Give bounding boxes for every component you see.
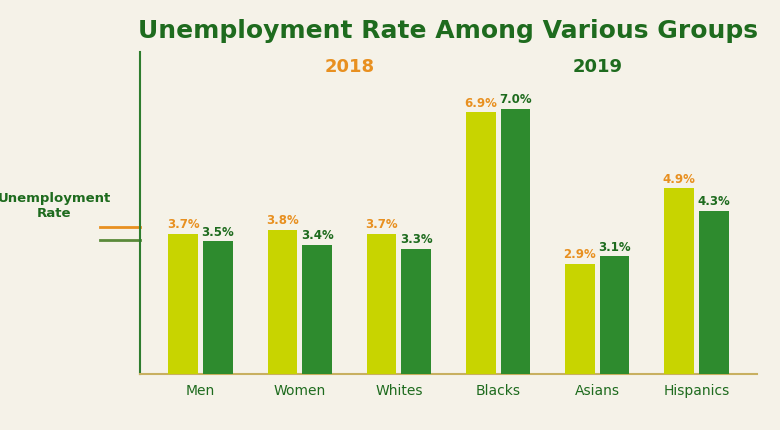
Bar — [565, 264, 594, 374]
Bar — [600, 256, 629, 374]
Text: 3.8%: 3.8% — [266, 214, 299, 227]
Bar — [664, 188, 694, 374]
Bar — [168, 234, 198, 374]
Bar — [699, 211, 729, 374]
Text: 2018: 2018 — [324, 58, 374, 76]
Text: 4.9%: 4.9% — [662, 172, 696, 185]
Text: 6.9%: 6.9% — [464, 97, 497, 110]
Text: 3.7%: 3.7% — [365, 218, 398, 231]
Bar — [268, 230, 297, 374]
Title: Unemployment Rate Among Various Groups: Unemployment Rate Among Various Groups — [139, 19, 758, 43]
Text: 2.9%: 2.9% — [563, 249, 596, 261]
Bar — [203, 241, 233, 374]
Text: 3.4%: 3.4% — [301, 230, 334, 243]
Text: 2019: 2019 — [573, 58, 622, 76]
Bar — [303, 245, 332, 374]
Bar — [466, 112, 495, 374]
Text: 3.3%: 3.3% — [400, 233, 433, 246]
Text: 3.1%: 3.1% — [598, 241, 631, 254]
Text: 3.7%: 3.7% — [167, 218, 200, 231]
Text: 7.0%: 7.0% — [499, 93, 532, 106]
Bar — [501, 108, 530, 374]
Text: Unemployment
Rate: Unemployment Rate — [0, 192, 111, 221]
Bar — [402, 249, 431, 374]
Text: 4.3%: 4.3% — [697, 195, 730, 208]
Bar — [367, 234, 396, 374]
Text: 3.5%: 3.5% — [201, 226, 234, 239]
